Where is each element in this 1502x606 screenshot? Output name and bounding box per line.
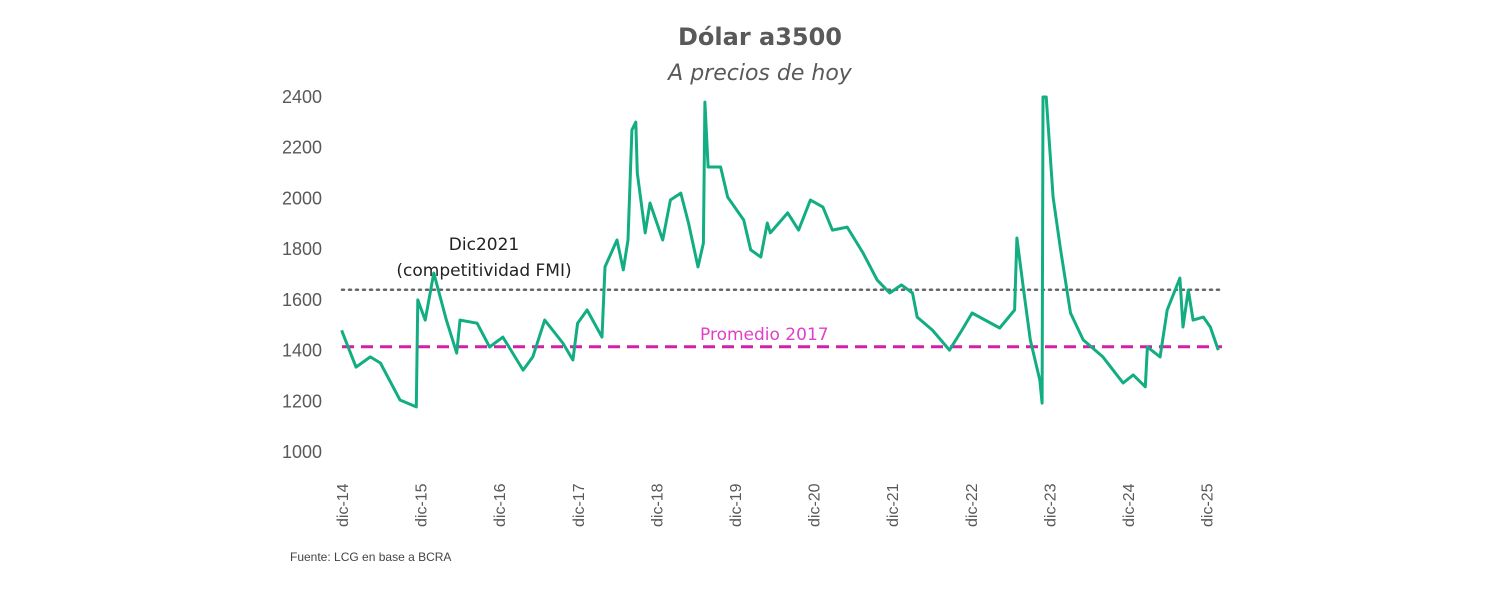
y-tick-label: 1400 [282, 341, 322, 361]
x-tick-label: dic-16 [492, 483, 509, 527]
y-tick-label: 2400 [282, 87, 322, 107]
y-tick-label: 1800 [282, 239, 322, 259]
annotation-fmi-line2: (competitividad FMI) [396, 261, 571, 281]
y-axis: 1000 1200 1400 1600 1800 2000 2200 2400 [282, 87, 322, 462]
y-tick-label: 2200 [282, 138, 322, 158]
chart-subtitle: A precios de hoy [666, 61, 853, 86]
x-tick-label: dic-18 [649, 483, 666, 527]
source-note: Fuente: LCG en base a BCRA [290, 550, 451, 564]
y-tick-label: 1000 [282, 442, 322, 462]
x-tick-label: dic-24 [1121, 483, 1138, 527]
x-tick-label: dic-20 [807, 483, 824, 527]
x-tick-label: dic-19 [728, 483, 745, 527]
x-tick-label: dic-15 [414, 483, 431, 527]
series-line [340, 95, 1220, 409]
x-tick-label: dic-17 [571, 483, 588, 527]
chart-title: Dólar a3500 [678, 23, 842, 51]
y-tick-label: 1200 [282, 391, 322, 411]
x-axis: dic-14 dic-15 dic-16 dic-17 dic-18 dic-19 dic-… [335, 483, 1217, 527]
annotation-promedio-2017: Promedio 2017 [700, 325, 829, 345]
x-tick-label: dic-14 [335, 483, 352, 527]
y-tick-label: 2000 [282, 188, 322, 208]
x-tick-label: dic-23 [1042, 483, 1059, 527]
x-tick-label: dic-22 [964, 483, 981, 527]
y-tick-label: 1600 [282, 290, 322, 310]
annotation-fmi-line1: Dic2021 [449, 235, 519, 255]
x-tick-label: dic-25 [1200, 483, 1217, 527]
x-tick-label: dic-21 [885, 483, 902, 527]
